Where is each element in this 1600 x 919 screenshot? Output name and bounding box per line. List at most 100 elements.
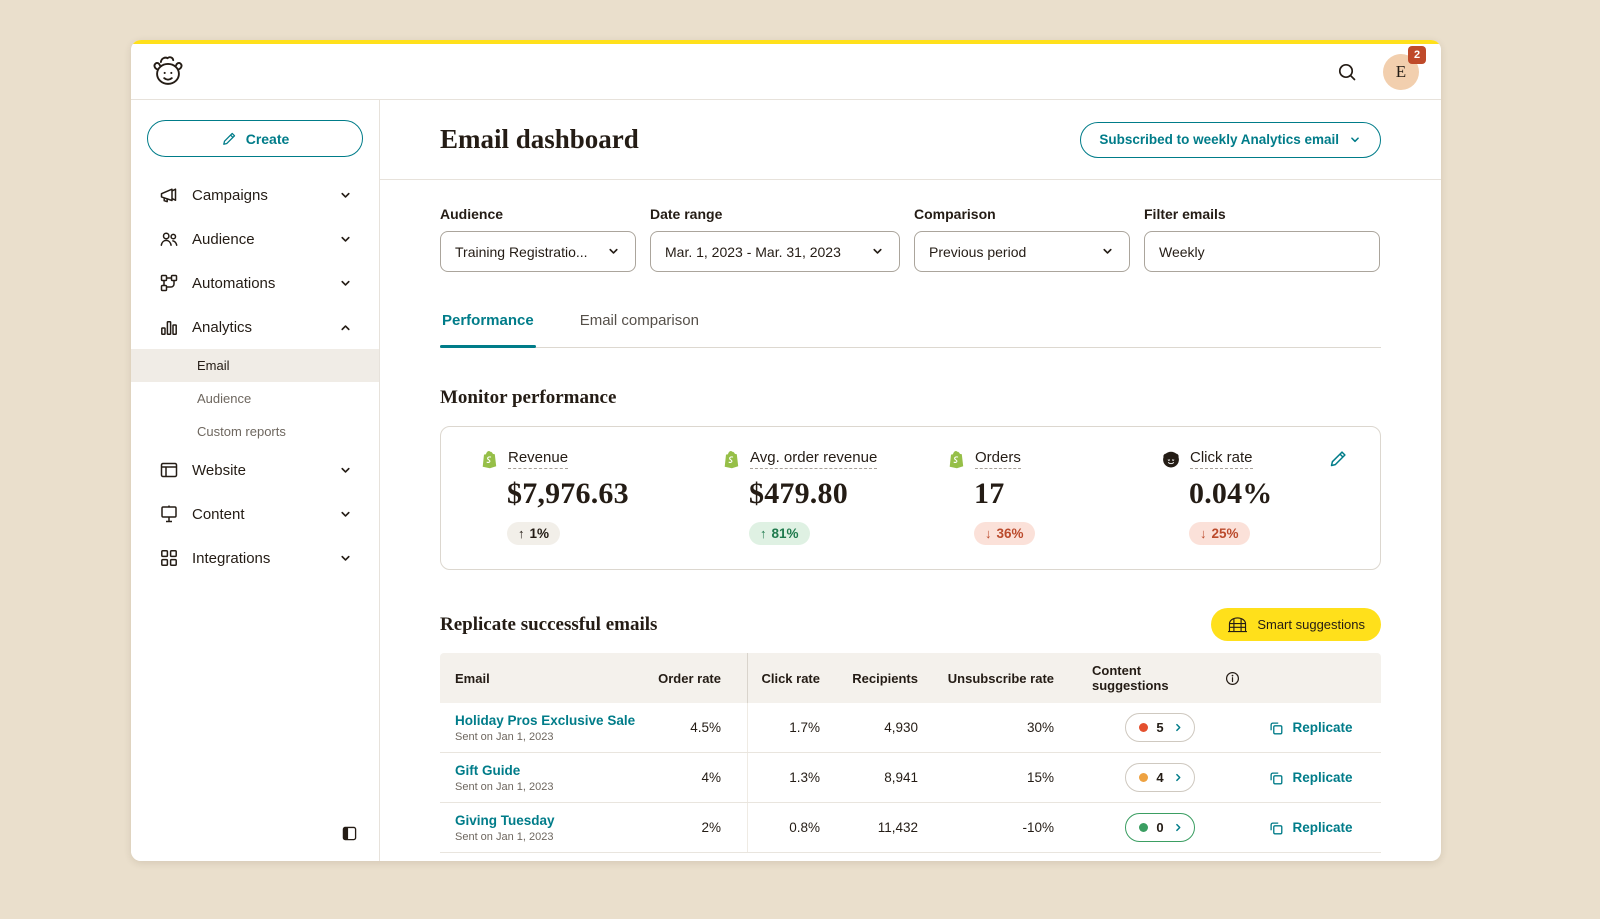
replicate-button-label: Replicate <box>1292 820 1353 835</box>
column-header-label: Content suggestions <box>1092 663 1169 693</box>
search-icon <box>1338 63 1356 80</box>
unsubscribe-rate-cell: -10% <box>1022 820 1054 835</box>
search-button[interactable] <box>1331 56 1363 88</box>
status-dot <box>1139 723 1149 732</box>
recipients-cell: 11,432 <box>877 820 918 835</box>
filter-emails-input[interactable]: Weekly <box>1144 231 1380 272</box>
chevron-down-icon <box>1103 248 1112 254</box>
metric-label: Avg. order revenue <box>750 449 878 469</box>
workflow-icon <box>160 274 178 292</box>
notification-badge: 2 <box>1408 45 1426 64</box>
metric-value: $479.80 <box>749 477 848 510</box>
email-link[interactable]: Holiday Pros Exclusive Sale <box>455 712 636 728</box>
avatar[interactable]: E 2 <box>1383 45 1426 90</box>
email-cell: Gift Guide Sent on Jan 1, 2023 <box>440 753 656 802</box>
sidebar-item-label: Audience <box>192 230 255 248</box>
filter-label: Date range <box>650 206 723 222</box>
email-sent-date: Sent on Jan 1, 2023 <box>455 830 554 843</box>
replicate-button[interactable]: Replicate <box>1268 770 1353 786</box>
sidebar-subitem-custom-reports[interactable]: Custom reports <box>131 415 379 448</box>
filter-label: Comparison <box>914 206 996 222</box>
main-content: Email dashboard Subscribed to weekly Ana… <box>380 100 1441 861</box>
sidebar-item-website[interactable]: Website <box>131 448 379 492</box>
content-suggestions-pill[interactable]: 4 <box>1125 763 1195 792</box>
pencil-icon <box>1330 451 1346 467</box>
tab-performance[interactable]: Performance <box>440 312 536 348</box>
replicate-button-label: Replicate <box>1292 720 1353 735</box>
sidebar-item-analytics[interactable]: Analytics <box>131 305 379 349</box>
column-header-unsubscribe-rate: Unsubscribe rate <box>947 670 1054 686</box>
email-link[interactable]: Gift Guide <box>455 762 521 778</box>
dashboard-tabs: Performance Email comparison <box>440 312 1381 348</box>
column-header-email: Email <box>455 670 490 686</box>
email-cell: Holiday Pros Exclusive Sale Sent on Jan … <box>440 703 656 752</box>
email-cell: Giving Tuesday Sent on Jan 1, 2023 <box>440 803 656 852</box>
replicate-button[interactable]: Replicate <box>1268 820 1353 836</box>
copy-icon <box>1270 721 1283 734</box>
info-button[interactable] <box>1225 671 1240 686</box>
email-link[interactable]: Giving Tuesday <box>455 812 555 828</box>
action-cell: Replicate <box>1240 803 1381 852</box>
chevron-down-icon <box>341 467 350 473</box>
edit-metrics-button[interactable] <box>1328 449 1348 469</box>
arrow-down-icon: ↓ <box>985 526 992 541</box>
sidebar-item-integrations[interactable]: Integrations <box>131 536 379 580</box>
sidebar-item-label: Analytics <box>192 318 253 336</box>
collapse-sidebar-button[interactable] <box>342 826 357 841</box>
chevron-down-icon <box>341 555 350 561</box>
sidebar-item-label: Content <box>192 505 245 523</box>
smart-suggestions-button[interactable]: Smart suggestions <box>1211 608 1381 641</box>
create-button[interactable]: Create <box>147 120 363 157</box>
sidebar-subitem-email[interactable]: Email <box>131 349 379 382</box>
suggestions-count: 5 <box>1156 720 1164 735</box>
unsubscribe-rate-cell: 15% <box>1026 770 1054 785</box>
sidebar-item-audience[interactable]: Audience <box>131 217 379 261</box>
page-title: Email dashboard <box>440 124 639 154</box>
metrics-card: Revenue $7,976.63 ↑ 1% <box>440 426 1381 570</box>
app-window: E 2 Create C <box>131 40 1441 861</box>
sidebar-item-content[interactable]: Content <box>131 492 379 536</box>
arrow-down-icon: ↓ <box>1200 526 1207 541</box>
create-button-label: Create <box>245 130 290 147</box>
metric-change-value: 81% <box>771 526 799 541</box>
sidebar-subitem-audience[interactable]: Audience <box>131 382 379 415</box>
metric-orders: Orders 17 ↓ 36% <box>946 449 1035 545</box>
metric-avg-order-revenue: Avg. order revenue $479.80 ↑ 81% <box>721 449 878 545</box>
replicate-button[interactable]: Replicate <box>1268 720 1353 736</box>
content-suggestions-pill[interactable]: 0 <box>1125 813 1195 842</box>
metric-value: 0.04% <box>1189 477 1273 510</box>
content-suggestions-pill[interactable]: 5 <box>1125 713 1195 742</box>
monitor-performance-title: Monitor performance <box>440 387 617 408</box>
order-rate-cell: 2% <box>656 803 748 852</box>
column-header-actions <box>1240 653 1381 703</box>
avatar-initial: E <box>1395 61 1407 81</box>
audience-select[interactable]: Training Registratio... <box>440 231 636 272</box>
copy-icon <box>1270 821 1283 834</box>
chevron-up-icon <box>341 324 350 330</box>
metric-change-value: 25% <box>1211 526 1239 541</box>
email-sent-date: Sent on Jan 1, 2023 <box>455 730 554 743</box>
shopify-icon <box>949 451 964 469</box>
subscription-status-label: Subscribed to weekly Analytics email <box>1099 132 1339 147</box>
sidebar-nav: Campaigns Audience Aut <box>131 173 379 580</box>
table-row: Gift Guide Sent on Jan 1, 2023 4% 1.3% 8… <box>440 753 1381 803</box>
metric-label: Click rate <box>1190 449 1253 469</box>
sidebar-item-automations[interactable]: Automations <box>131 261 379 305</box>
filter-label: Filter emails <box>1144 206 1226 222</box>
sidebar-item-campaigns[interactable]: Campaigns <box>131 173 379 217</box>
recipients-cell: 8,941 <box>884 770 918 785</box>
date-range-select-value: Mar. 1, 2023 - Mar. 31, 2023 <box>665 243 841 260</box>
copy-icon <box>1270 771 1283 784</box>
mailchimp-logo[interactable] <box>149 53 187 91</box>
subscription-status-button[interactable]: Subscribed to weekly Analytics email <box>1080 121 1381 158</box>
shopify-icon <box>482 451 497 469</box>
greenhouse-icon <box>1228 617 1248 633</box>
comparison-select[interactable]: Previous period <box>914 231 1130 272</box>
smart-suggestions-label: Smart suggestions <box>1257 617 1365 632</box>
click-rate-cell: 1.7% <box>789 720 820 735</box>
tab-email-comparison[interactable]: Email comparison <box>578 312 701 347</box>
grid-icon <box>161 550 177 566</box>
date-range-select[interactable]: Mar. 1, 2023 - Mar. 31, 2023 <box>650 231 900 272</box>
chevron-right-icon <box>1175 723 1181 732</box>
